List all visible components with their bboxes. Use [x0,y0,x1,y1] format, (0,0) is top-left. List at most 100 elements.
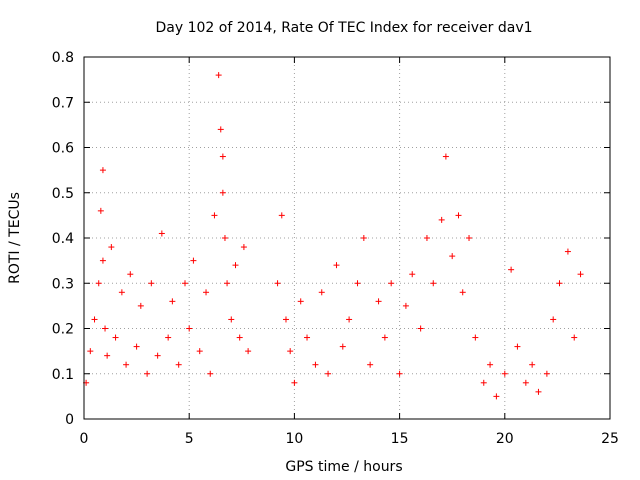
data-point [282,316,289,323]
data-point [402,302,409,309]
data-point [118,289,125,296]
y-tick-labels: 0 0.1 0.2 0.3 0.4 0.5 0.6 0.7 0.8 [52,50,74,428]
y-tick-label: 0.7 [52,95,74,111]
data-point [291,379,298,386]
x-tick-label: 15 [391,431,409,447]
data-point [219,189,226,196]
data-point [221,235,228,241]
data-point [360,235,367,241]
data-point [535,388,542,395]
data-point [550,316,557,323]
data-point [543,370,550,377]
x-tick-label: 0 [80,431,89,447]
data-point [564,248,571,255]
data-point [367,361,374,368]
x-tick-labels: 0 5 10 15 20 25 [80,431,619,447]
data-point [91,316,98,323]
data-points [83,72,584,400]
y-tick-label: 0.5 [52,186,74,202]
data-point [154,352,161,359]
data-point [123,361,130,368]
data-point [217,126,224,133]
data-point [297,298,304,305]
data-point [102,325,109,332]
y-axis-label: ROTI / TECUs [7,192,23,284]
data-point [274,280,281,287]
data-point [232,262,239,269]
grid-lines [84,57,610,419]
data-point [169,298,176,305]
data-point [423,235,430,241]
data-point [409,271,416,278]
data-point [236,334,243,341]
data-point [287,348,294,355]
data-point [346,316,353,323]
data-point [99,257,106,264]
data-point [127,271,134,278]
data-point [165,334,172,341]
data-point [381,334,388,341]
data-point [430,280,437,287]
y-tick-label: 0.3 [52,276,74,292]
data-point [203,289,210,296]
x-tick-label: 25 [601,431,619,447]
data-point [459,289,466,296]
data-point [215,72,222,79]
data-point [508,266,515,273]
data-point [99,167,106,174]
data-point [304,334,311,341]
chart-title: Day 102 of 2014, Rate Of TEC Index for r… [155,20,532,36]
x-tick-label: 5 [185,431,194,447]
y-tick-label: 0.6 [52,141,74,157]
data-point [318,289,325,296]
data-point [312,361,319,368]
data-point [396,370,403,377]
data-point [556,280,563,287]
data-point [144,370,151,377]
data-point [148,280,155,287]
data-point [240,244,247,251]
data-point [175,361,182,368]
data-point [354,280,361,287]
data-point [514,343,521,350]
data-point [97,207,104,214]
data-point [339,343,346,350]
data-point [472,334,479,341]
y-tick-label: 0 [65,412,74,428]
data-point [529,361,536,368]
data-point [108,244,115,251]
data-point [455,212,462,219]
data-point [278,212,285,219]
axis-ticks [83,56,611,420]
data-point [211,212,218,219]
data-point [137,302,144,309]
y-tick-label: 0.8 [52,50,74,66]
data-point [480,379,487,386]
data-point [95,280,102,287]
data-point [87,348,94,355]
data-point [466,235,473,241]
data-point [417,325,424,332]
data-point [104,352,111,359]
data-point [207,370,214,377]
data-point [522,379,529,386]
y-tick-label: 0.2 [52,322,74,338]
x-tick-label: 20 [496,431,514,447]
data-point [571,334,578,341]
data-point [449,253,456,260]
y-tick-label: 0.4 [52,231,74,247]
data-point [438,216,445,223]
data-point [186,325,193,332]
data-point [577,271,584,278]
x-tick-label: 10 [285,431,303,447]
data-point [228,316,235,323]
data-point [501,370,508,377]
data-point [181,280,188,287]
data-point [375,298,382,305]
data-point [493,393,500,400]
data-point [112,334,119,341]
data-point [442,153,449,160]
data-point [190,257,197,264]
data-point [196,348,203,355]
